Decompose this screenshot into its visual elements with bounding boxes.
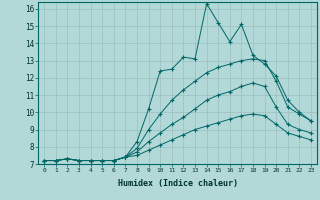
X-axis label: Humidex (Indice chaleur): Humidex (Indice chaleur)	[118, 179, 238, 188]
